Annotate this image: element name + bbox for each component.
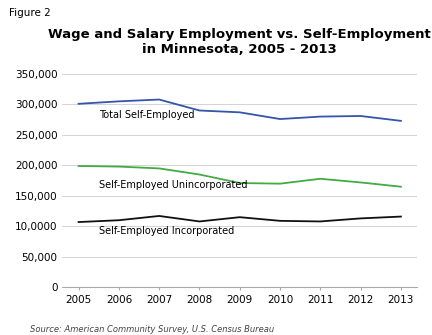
Text: Self-Employed Unincorporated: Self-Employed Unincorporated (99, 180, 247, 190)
Text: Total Self-Employed: Total Self-Employed (99, 110, 194, 120)
Text: Source: American Community Survey, U.S. Census Bureau: Source: American Community Survey, U.S. … (30, 325, 274, 334)
Title: Wage and Salary Employment vs. Self-Employment
in Minnesota, 2005 - 2013: Wage and Salary Employment vs. Self-Empl… (48, 28, 431, 56)
Text: Self-Employed Incorporated: Self-Employed Incorporated (99, 226, 234, 236)
Text: Figure 2: Figure 2 (9, 8, 51, 18)
